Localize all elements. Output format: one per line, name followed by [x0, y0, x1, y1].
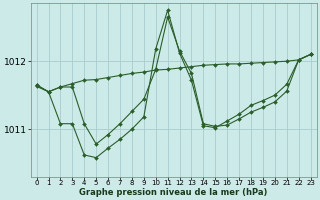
X-axis label: Graphe pression niveau de la mer (hPa): Graphe pression niveau de la mer (hPa) — [79, 188, 268, 197]
